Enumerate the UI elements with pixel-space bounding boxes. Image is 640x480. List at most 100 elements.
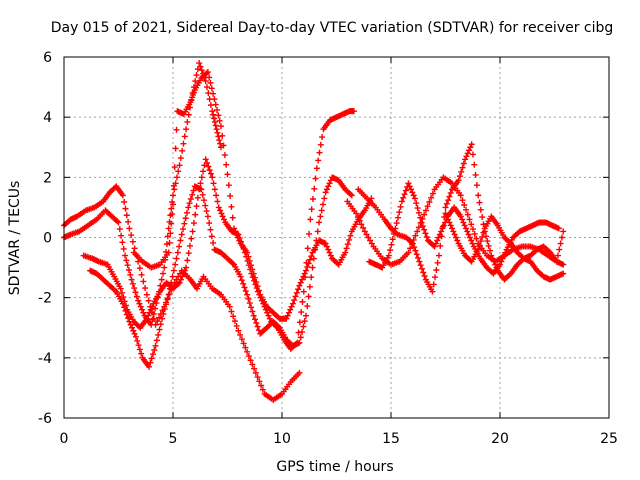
data-point xyxy=(227,192,234,199)
x-tick-label: 10 xyxy=(273,431,291,447)
data-point xyxy=(309,195,316,202)
data-point xyxy=(317,213,324,220)
data-point xyxy=(219,132,226,139)
data-point xyxy=(422,207,429,214)
data-point xyxy=(142,285,149,292)
data-point xyxy=(234,234,241,241)
data-point xyxy=(412,247,419,254)
data-point xyxy=(208,233,215,240)
data-point xyxy=(418,265,425,272)
data-point xyxy=(326,249,333,256)
data-point xyxy=(426,199,433,206)
data-point xyxy=(419,223,426,230)
data-point xyxy=(438,228,445,235)
data-point xyxy=(449,225,456,232)
data-point xyxy=(479,214,486,221)
data-point xyxy=(143,315,150,322)
data-point xyxy=(437,242,444,249)
data-point xyxy=(304,263,311,270)
data-point xyxy=(299,276,306,283)
data-point xyxy=(221,152,228,159)
data-point xyxy=(418,219,425,226)
data-point xyxy=(452,234,459,241)
data-point xyxy=(190,220,197,227)
data-point xyxy=(459,197,466,204)
data-point xyxy=(297,334,304,341)
data-point xyxy=(131,330,138,337)
data-point xyxy=(214,198,221,205)
data-point xyxy=(214,106,221,113)
data-point xyxy=(249,308,256,315)
data-point xyxy=(468,237,475,244)
data-point xyxy=(462,156,469,163)
data-point xyxy=(414,205,421,212)
data-point xyxy=(461,202,468,209)
data-point xyxy=(368,240,375,247)
data-point xyxy=(175,168,182,175)
data-point xyxy=(210,90,217,97)
data-point xyxy=(205,163,212,170)
data-point xyxy=(436,231,443,238)
data-point xyxy=(455,177,462,184)
data-point xyxy=(300,323,307,330)
data-point xyxy=(433,266,440,273)
data-point xyxy=(348,192,355,199)
data-point xyxy=(299,298,306,305)
data-point xyxy=(392,225,399,232)
data-point xyxy=(442,210,449,217)
data-point xyxy=(214,129,221,136)
data-point xyxy=(224,171,231,178)
data-point xyxy=(253,319,260,326)
data-point xyxy=(125,266,132,273)
data-point xyxy=(140,278,147,285)
data-point xyxy=(164,233,171,240)
data-point xyxy=(365,234,372,241)
data-point xyxy=(258,382,265,389)
data-point xyxy=(466,147,473,154)
data-point xyxy=(233,322,240,329)
data-point xyxy=(296,319,303,326)
data-point xyxy=(210,111,217,118)
data-point xyxy=(342,249,349,256)
data-point xyxy=(356,217,363,224)
data-point xyxy=(323,243,330,250)
data-point xyxy=(246,257,253,264)
data-point xyxy=(223,161,230,168)
data-point xyxy=(122,252,129,259)
data-point xyxy=(236,237,243,244)
data-point xyxy=(217,123,224,130)
data-point xyxy=(469,151,476,158)
data-point xyxy=(265,312,272,319)
data-point xyxy=(417,262,424,269)
data-point xyxy=(451,231,458,238)
data-point xyxy=(123,257,130,264)
data-point xyxy=(434,259,441,266)
data-point xyxy=(244,348,251,355)
data-point xyxy=(354,214,361,221)
data-point xyxy=(360,224,367,231)
data-point xyxy=(206,220,213,227)
data-point xyxy=(170,267,177,274)
data-point xyxy=(253,279,260,286)
data-point xyxy=(255,288,262,295)
data-point xyxy=(177,155,184,162)
data-point xyxy=(216,137,223,144)
data-point xyxy=(319,134,326,141)
data-point xyxy=(123,212,130,219)
data-point xyxy=(180,270,187,277)
data-point xyxy=(184,118,191,125)
data-point xyxy=(402,187,409,194)
data-point xyxy=(136,346,143,353)
data-point xyxy=(316,219,323,226)
data-point xyxy=(212,122,219,129)
data-point xyxy=(465,231,472,238)
data-point xyxy=(202,78,209,85)
data-point xyxy=(489,255,496,262)
data-point xyxy=(477,206,484,213)
data-point xyxy=(140,309,147,316)
data-point xyxy=(166,239,173,246)
data-point xyxy=(557,240,564,247)
data-point xyxy=(129,324,136,331)
data-point xyxy=(442,204,449,211)
data-point xyxy=(231,318,238,325)
